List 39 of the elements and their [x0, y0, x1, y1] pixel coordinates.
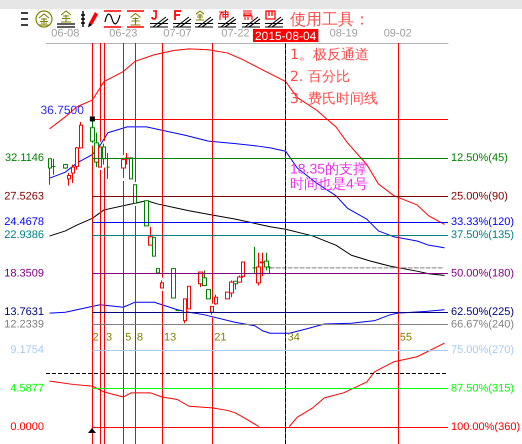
annotation: 2. 百分比	[290, 69, 350, 85]
ref-line-label: 87.50%(315)	[451, 382, 514, 395]
y-tick-label: 24.4678	[4, 216, 44, 228]
y-tick-label: 13.7631	[4, 306, 44, 318]
ref-line-label: 25.00%(90)	[451, 190, 508, 202]
annotation: 1。极反通道	[290, 47, 369, 63]
ref-line-label: 2015-08-04	[254, 29, 317, 43]
ref-line-label: 62.50%(225)	[451, 306, 514, 318]
ref-line-label: 50.00%(180)	[451, 267, 514, 280]
annotation: 8	[136, 331, 144, 344]
text: 使用工具：	[290, 10, 370, 28]
y-tick-label: 32.1146	[5, 152, 44, 164]
y-tick-label: 27.5263	[4, 190, 44, 202]
x-tick-label: 08-19	[330, 28, 358, 40]
x-tick-label: 07-07	[163, 28, 192, 40]
annotation: 13	[164, 331, 176, 344]
ref-line-label: 12.50%(45)	[451, 152, 508, 164]
x-tick-label: 09-02	[384, 28, 412, 40]
annotation: 3. 费氏时间线	[290, 91, 378, 107]
annotation: 34	[288, 331, 300, 344]
ref-line-label: 66.67%(240)	[451, 318, 514, 331]
ref-line-label: 33.33%(120)	[451, 216, 514, 228]
y-tick-label: 22.9386	[4, 228, 44, 241]
ref-line-label: 37.50%(135)	[451, 228, 514, 241]
annotation: 21	[214, 331, 226, 344]
ref-line-label: 75.00%(270)	[451, 344, 514, 356]
y-tick-label: 9.1754	[10, 344, 44, 356]
annotation: 2	[92, 331, 99, 344]
annotation: 5	[125, 331, 132, 344]
y-tick-label: 18.3509	[4, 267, 44, 280]
annotation: 3	[106, 331, 112, 344]
annotation: 55	[400, 331, 412, 344]
x-tick-label: 07-22	[221, 28, 250, 40]
y-tick-label: 4.5877	[10, 382, 44, 395]
x-tick-label: 06-08	[51, 28, 80, 40]
ref-line-label: 100.00%(360)	[451, 421, 520, 434]
y-tick-label: 0.0000	[10, 421, 44, 434]
y-tick-label: 12.2339	[4, 318, 44, 331]
x-tick-label: 06-23	[109, 28, 138, 40]
